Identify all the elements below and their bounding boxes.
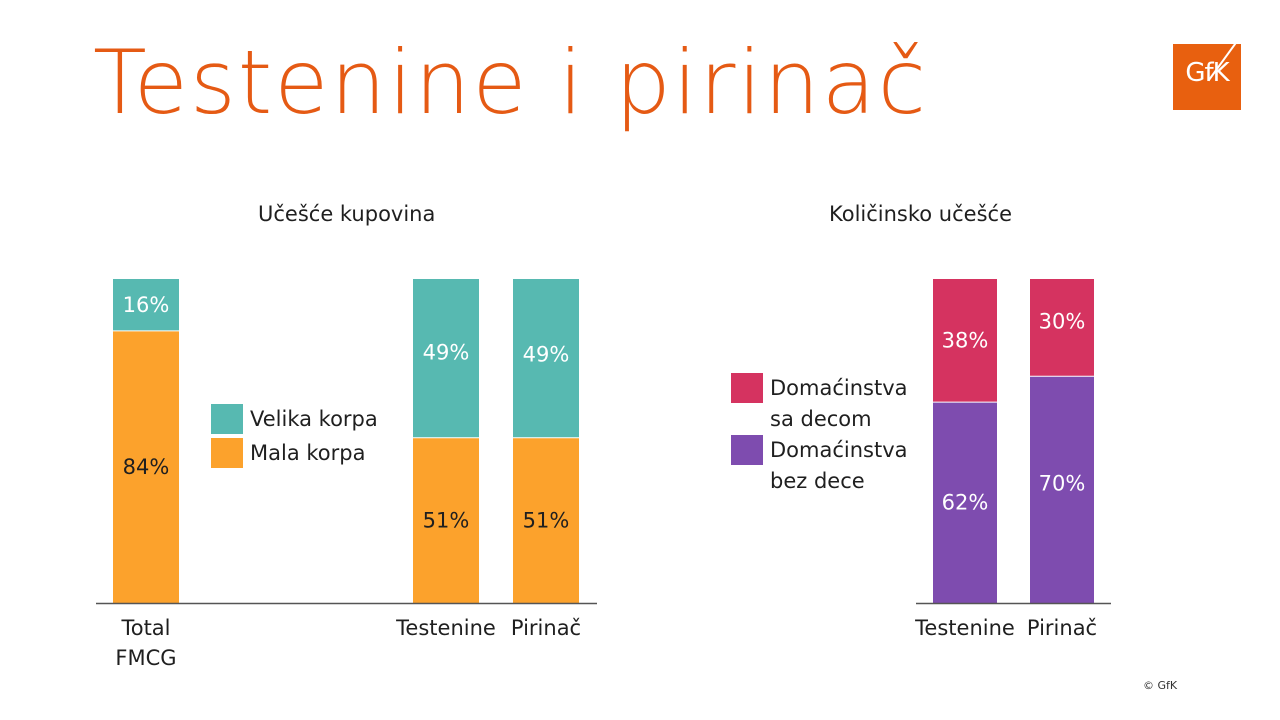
data-label-velika-korpa-testenine: 49% <box>423 340 470 364</box>
legend-swatch-bez-dece <box>731 435 763 465</box>
data-label-domacinstva-sa-decom-testenine: 38% <box>942 329 989 353</box>
legend-swatch-velika-korpa <box>211 404 243 434</box>
data-label-domacinstva-bez-dece-testenine: 62% <box>942 491 989 515</box>
chart-title-share-purchases: Učešće kupovina <box>258 202 436 226</box>
data-label-mala-korpa-total-fmcg: 84% <box>123 455 170 479</box>
legend-item-velika-korpa: Velika korpa <box>211 404 378 434</box>
bar-mala-korpa-total-fmcg <box>113 330 179 603</box>
gfk-logo: GfK <box>1173 44 1241 110</box>
x-tick-label-total-fmcg: FMCG <box>115 646 176 670</box>
legend-swatch-mala-korpa <box>211 438 243 468</box>
legend-item-sa-decom: Domaćinstva sa decom <box>731 373 908 435</box>
bar-mala-korpa-testenine <box>413 437 479 603</box>
legend-item-mala-korpa: Mala korpa <box>211 438 365 468</box>
bar-mala-korpa-pirinac <box>513 437 579 603</box>
copyright: © GfK <box>1143 679 1178 692</box>
data-label-velika-korpa-total-fmcg: 16% <box>123 293 170 317</box>
data-label-velika-korpa-pirinac: 49% <box>523 342 570 366</box>
bar-velika-korpa-pirinac <box>513 279 579 438</box>
logo-text: GfK <box>1185 58 1229 88</box>
x-tick-label-pirinac: Pirinač <box>511 616 581 640</box>
legend-label-bez-dece: Domaćinstva bez dece <box>770 438 908 493</box>
page-title: Testenine i pirinač <box>93 31 928 134</box>
bar-domacinstva-sa-decom-pirinac <box>1030 279 1094 377</box>
data-label-mala-korpa-testenine: 51% <box>423 508 470 532</box>
legend-label-sa-decom: Domaćinstva sa decom <box>770 376 908 431</box>
legend-label-velika-korpa: Velika korpa <box>250 407 378 431</box>
data-label-mala-korpa-pirinac: 51% <box>523 508 570 532</box>
bar-velika-korpa-total-fmcg <box>113 279 179 331</box>
x-tick-label-pirinac: Pirinač <box>1027 616 1097 640</box>
bar-velika-korpa-testenine <box>413 279 479 438</box>
data-label-domacinstva-bez-dece-pirinac: 70% <box>1039 472 1086 496</box>
x-tick-label-testenine: Testenine <box>395 616 496 640</box>
data-label-domacinstva-sa-decom-pirinac: 30% <box>1039 310 1086 334</box>
bar-domacinstva-bez-dece-testenine <box>933 402 997 603</box>
bar-domacinstva-sa-decom-testenine <box>933 279 997 403</box>
chart-share-purchases: 84% 16% Total FMCG 51% 49% Testenine 51% 49% Piri… <box>96 279 597 670</box>
chart-title-volume-share: Količinsko učešće <box>829 202 1012 226</box>
x-tick-label-total-fmcg: Total <box>120 616 170 640</box>
legend-swatch-sa-decom <box>731 373 763 403</box>
x-tick-label-testenine: Testenine <box>914 616 1015 640</box>
legend-label-mala-korpa: Mala korpa <box>250 441 366 465</box>
legend-item-bez-dece: Domaćinstva bez dece <box>731 435 908 497</box>
bar-domacinstva-bez-dece-pirinac <box>1030 376 1094 603</box>
